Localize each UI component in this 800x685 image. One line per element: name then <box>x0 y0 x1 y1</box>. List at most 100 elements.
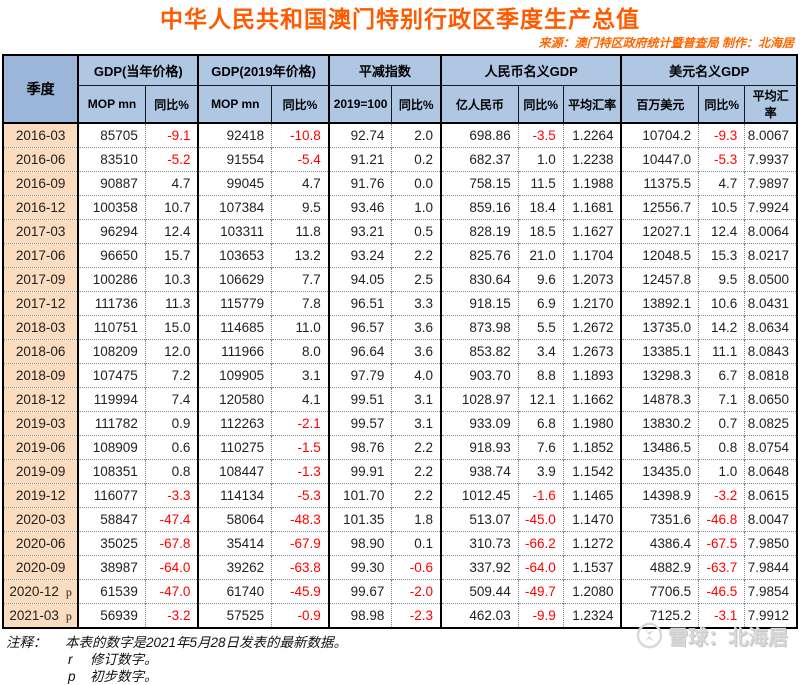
data-cell: 903.70 <box>440 363 519 388</box>
data-cell: -3.2 <box>698 483 745 508</box>
data-cell: 101.70 <box>327 483 392 508</box>
data-cell: 7.9897 <box>744 171 797 196</box>
quarter-label: 2016-12 <box>15 200 66 215</box>
data-cell: 114685 <box>197 315 272 340</box>
data-cell: -0.6 <box>391 555 442 580</box>
data-cell: 5.5 <box>517 315 564 340</box>
data-cell: 3.1 <box>271 363 329 388</box>
data-cell: 933.09 <box>440 411 519 436</box>
column-subheader: 平均汇率 <box>744 85 798 124</box>
column-subheader: 同比% <box>144 85 199 124</box>
quarter-label: 2016-03 <box>15 128 66 143</box>
data-cell: 0.1 <box>391 531 442 556</box>
data-cell: -9.1 <box>144 123 199 148</box>
data-cell: -67.9 <box>271 531 329 556</box>
data-cell: 11.3 <box>144 291 199 316</box>
data-cell: 103653 <box>197 243 272 268</box>
data-cell: 8.8 <box>517 363 564 388</box>
footnote-line: p 初步数字。 <box>6 668 800 685</box>
data-cell: 12027.1 <box>620 219 699 244</box>
data-cell: 112263 <box>197 411 272 436</box>
xueqiu-watermark: 雪球：北海居 <box>636 621 788 650</box>
data-cell: 107475 <box>77 363 146 388</box>
data-cell: 4882.9 <box>620 555 699 580</box>
table-row: 2020-03 58847 -47.4 58064 -48.3 101.35 1.8 513.… <box>3 507 797 532</box>
data-cell: 11.5 <box>517 171 564 196</box>
data-cell: 918.15 <box>440 291 519 316</box>
data-cell: 1.0 <box>517 147 564 172</box>
quarter-label: 2020-06 <box>15 536 66 551</box>
data-cell: 1.1988 <box>562 171 622 196</box>
quarter-label: 2020-12 <box>9 583 59 599</box>
table-row: 2018-03 110751 15.0 114685 11.0 96.57 3.6 873.9… <box>3 315 797 340</box>
quarter-cell: 2021-03 p <box>3 603 79 628</box>
data-cell: 8.0634 <box>744 315 797 340</box>
column-subheader: 2019=100 <box>327 85 393 124</box>
data-cell: 7.9854 <box>744 579 797 604</box>
data-cell: 98.98 <box>327 603 392 628</box>
data-cell: 0.8 <box>698 435 745 460</box>
data-cell: 8.0843 <box>744 339 797 364</box>
data-cell: -2.1 <box>271 411 329 436</box>
data-cell: 918.93 <box>440 435 519 460</box>
data-cell: 119994 <box>77 387 146 412</box>
data-cell: 13830.2 <box>620 411 699 436</box>
data-cell: 96294 <box>77 219 146 244</box>
data-cell: 8.0217 <box>744 243 797 268</box>
quarter-cell: 2020-09 <box>3 555 79 580</box>
data-cell: 8.0615 <box>744 483 797 508</box>
data-cell: 98.76 <box>327 435 392 460</box>
data-cell: 92.74 <box>327 123 392 148</box>
data-cell: 120580 <box>197 387 272 412</box>
data-cell: 101.35 <box>327 507 392 532</box>
data-cell: 7.4 <box>144 387 199 412</box>
data-cell: 93.46 <box>327 195 392 220</box>
data-cell: 1.1537 <box>562 555 622 580</box>
footnote-mark: p <box>68 669 76 684</box>
data-cell: 11375.5 <box>620 171 699 196</box>
table-row: 2020-06 35025 -67.8 35414 -67.9 98.90 0.1 310.7… <box>3 531 797 556</box>
data-cell: -10.8 <box>271 123 329 148</box>
quarter-cell: 2020-12 p <box>3 579 79 604</box>
data-cell: 3.6 <box>391 315 442 340</box>
column-group-header: GDP(当年价格) <box>77 54 199 86</box>
source-credit-line: 来源：澳门特区政府统计暨普查局 制作：北海居 <box>538 36 794 50</box>
data-cell: 11.1 <box>698 339 745 364</box>
quarter-cell: 2017-03 <box>3 219 79 244</box>
column-subheader: 平均汇率 <box>562 85 622 124</box>
quarter-label: 2018-12 <box>15 392 66 407</box>
data-cell: 825.76 <box>440 243 519 268</box>
quarter-label: 2019-09 <box>15 464 66 479</box>
data-cell: 1.2673 <box>562 339 622 364</box>
quarter-label: 2017-09 <box>15 272 66 287</box>
data-cell: 1.1542 <box>562 459 622 484</box>
data-cell: 94.05 <box>327 267 392 292</box>
data-cell: -46.8 <box>698 507 745 532</box>
quarter-label: 2017-03 <box>15 224 66 239</box>
data-cell: -1.3 <box>271 459 329 484</box>
data-cell: 12.4 <box>698 219 745 244</box>
data-cell: 12556.7 <box>620 195 699 220</box>
data-cell: 4.0 <box>391 363 442 388</box>
table-row: 2019-12 116077 -3.3 114134 -5.3 101.70 2.2 1012… <box>3 483 797 508</box>
data-cell: 99.91 <box>327 459 392 484</box>
table-row: 2017-12 111736 11.3 115779 7.8 96.51 3.3 918.15… <box>3 291 797 316</box>
table-row: 2017-09 100286 10.3 106629 7.7 94.05 2.5 830.64… <box>3 267 797 292</box>
data-cell: -9.3 <box>698 123 745 148</box>
footnote-text: 本表的数字是2021年5月28日发表的最新数据。 <box>65 635 348 650</box>
table-header: 季度 GDP(当年价格) GDP(2019年价格) 平减指数 人民币名义GDP 美元名义G… <box>2 54 798 124</box>
data-cell: 0.2 <box>391 147 442 172</box>
data-cell: -64.0 <box>144 555 199 580</box>
data-cell: 6.7 <box>698 363 745 388</box>
data-cell: 12.4 <box>144 219 199 244</box>
data-cell: 96.51 <box>327 291 392 316</box>
data-cell: 310.73 <box>440 531 519 556</box>
data-cell: 10447.0 <box>620 147 699 172</box>
data-cell: 14398.9 <box>620 483 699 508</box>
data-cell: -67.8 <box>144 531 199 556</box>
quarter-label: 2016-06 <box>15 152 66 167</box>
data-cell: -67.5 <box>698 531 745 556</box>
data-cell: 2.2 <box>391 459 442 484</box>
data-cell: 8.0825 <box>744 411 797 436</box>
quarter-label: 2021-03 <box>9 607 59 623</box>
